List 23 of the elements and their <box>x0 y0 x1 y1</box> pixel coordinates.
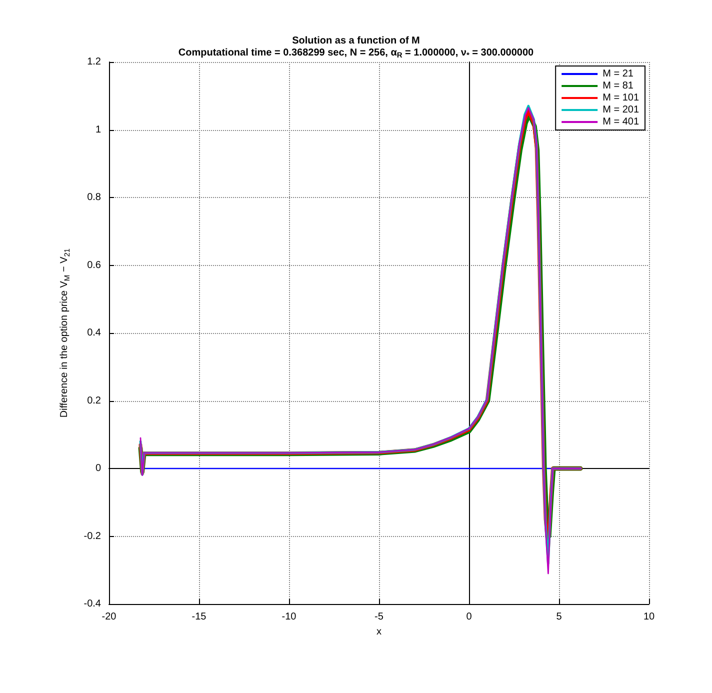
x-tick-label: -15 <box>192 612 207 622</box>
y-tick-label: 0.4 <box>87 328 102 338</box>
x-tick-label: -10 <box>282 612 297 622</box>
legend-label: M = 401 <box>602 116 640 128</box>
y-tick-label: 0 <box>95 463 102 474</box>
legend-label: M = 21 <box>602 68 634 80</box>
legend-label: M = 81 <box>602 80 634 92</box>
y-tick-label: -0.2 <box>84 530 102 542</box>
y-tick-label: 0.6 <box>87 260 102 271</box>
y-tick-label: 1 <box>95 124 102 136</box>
x-tick-label: -5 <box>374 612 384 622</box>
x-tick-label: -20 <box>102 612 117 622</box>
y-tick-label: -0.4 <box>84 598 102 610</box>
y-tick-label: 1.2 <box>87 56 102 68</box>
y-tick-label: 0.2 <box>87 395 102 406</box>
chart-title: Solution as a function of M <box>292 36 420 46</box>
legend-label: M = 201 <box>602 104 640 116</box>
x-tick-label: 10 <box>643 612 655 622</box>
y-tick-label: 0.8 <box>87 192 102 203</box>
legend-label: M = 101 <box>602 92 640 104</box>
x-tick-label: 5 <box>556 612 562 622</box>
x-axis-title: x <box>376 626 382 638</box>
x-tick-label: 0 <box>466 612 472 622</box>
